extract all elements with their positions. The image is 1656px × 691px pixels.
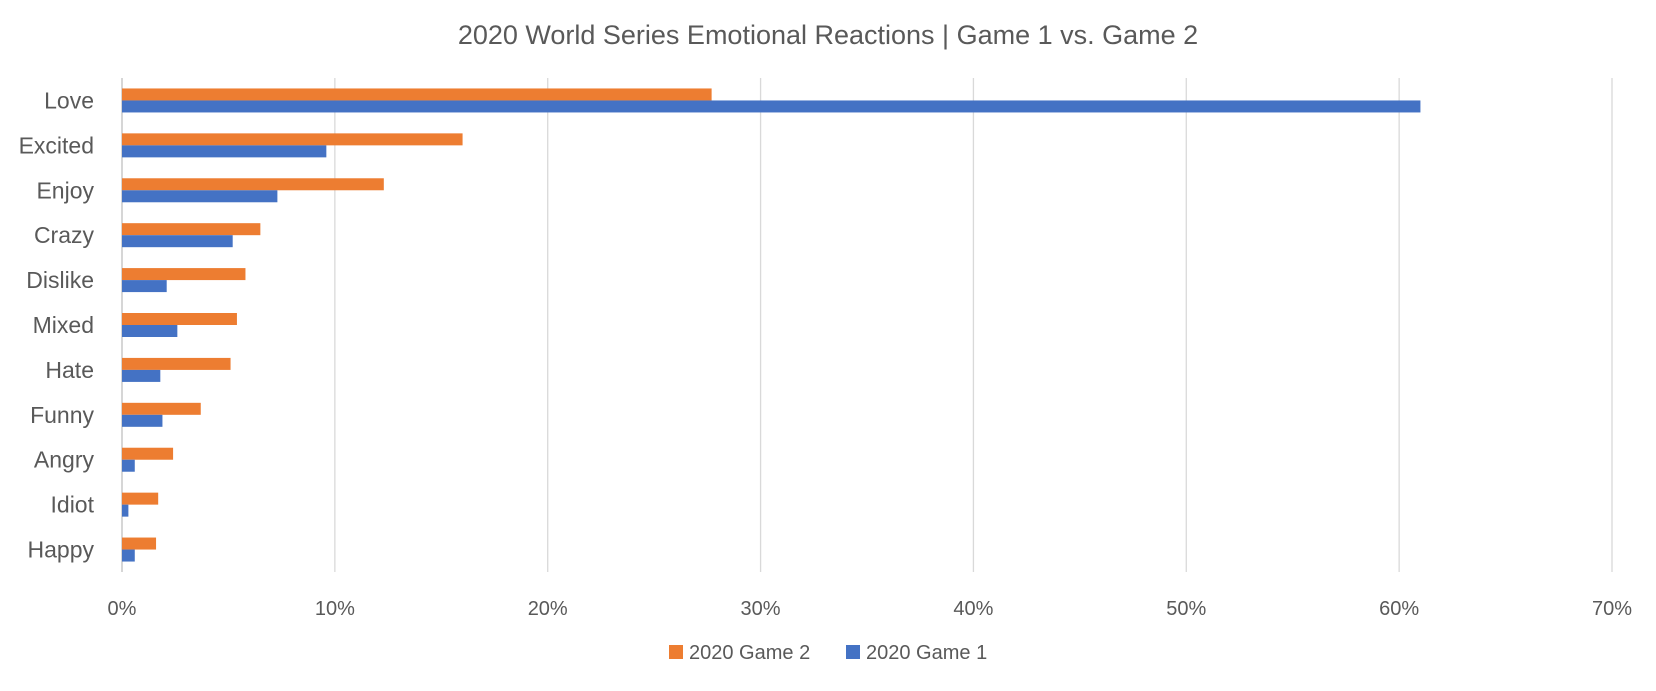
category-labels: Love Excited Enjoy Crazy Dislike Mixed Hate Fun… bbox=[19, 87, 95, 562]
bar-2020-game-1-hate bbox=[122, 369, 161, 382]
legend: 2020 Game 2 2020 Game 1 bbox=[669, 642, 987, 664]
x-tick-label: 70% bbox=[1592, 598, 1632, 620]
bar-2020-game-2-mixed bbox=[122, 313, 237, 325]
bar-2020-game-2-angry bbox=[122, 447, 174, 460]
bar-2020-game-2-excited bbox=[122, 133, 463, 146]
legend-swatch bbox=[846, 645, 860, 659]
category-label: Crazy bbox=[34, 222, 95, 248]
bar-2020-game-1-happy bbox=[122, 549, 135, 562]
x-tick-label: 40% bbox=[953, 598, 993, 620]
x-tick-label: 20% bbox=[528, 598, 568, 620]
legend-label: 2020 Game 2 bbox=[689, 642, 810, 664]
bar-2020-game-1-angry bbox=[122, 459, 135, 472]
bar-2020-game-1-love bbox=[122, 100, 1421, 113]
bar-2020-game-2-dislike bbox=[122, 268, 246, 281]
bar-2020-game-1-enjoy bbox=[122, 190, 278, 203]
bar-2020-game-2-funny bbox=[122, 402, 201, 415]
legend-swatch bbox=[669, 645, 683, 659]
x-tick-label: 10% bbox=[315, 598, 355, 620]
x-tick-labels: 0% 10% 20% 30% 40% 50% 60% 70% bbox=[108, 598, 1633, 620]
category-label: Mixed bbox=[33, 312, 94, 338]
gridlines bbox=[121, 78, 1613, 572]
chart-title: 2020 World Series Emotional Reactions | … bbox=[458, 20, 1198, 50]
category-label: Excited bbox=[19, 132, 94, 158]
category-label: Hate bbox=[45, 357, 94, 383]
category-label: Enjoy bbox=[36, 177, 94, 203]
bar-2020-game-2-happy bbox=[122, 537, 157, 550]
category-label: Love bbox=[44, 87, 94, 113]
bar-2020-game-1-excited bbox=[122, 145, 327, 158]
x-tick-label: 50% bbox=[1166, 598, 1206, 620]
bar-2020-game-2-love bbox=[122, 88, 712, 101]
x-tick-label: 30% bbox=[741, 598, 781, 620]
category-label: Idiot bbox=[51, 492, 95, 518]
x-tick-label: 60% bbox=[1379, 598, 1419, 620]
bar-2020-game-2-hate bbox=[122, 357, 231, 370]
bar-2020-game-2-idiot bbox=[122, 492, 159, 505]
bar-2020-game-1-funny bbox=[122, 414, 163, 427]
bars bbox=[122, 88, 1421, 562]
category-label: Happy bbox=[28, 537, 95, 563]
bar-2020-game-1-crazy bbox=[122, 235, 233, 248]
x-tick-label: 0% bbox=[108, 598, 137, 620]
category-label: Angry bbox=[34, 447, 95, 473]
bar-2020-game-2-enjoy bbox=[122, 178, 384, 191]
legend-label: 2020 Game 1 bbox=[866, 642, 987, 664]
category-label: Dislike bbox=[26, 267, 94, 293]
category-label: Funny bbox=[30, 402, 94, 428]
bar-2020-game-1-mixed bbox=[122, 325, 178, 337]
bar-2020-game-1-dislike bbox=[122, 280, 167, 293]
bar-2020-game-2-crazy bbox=[122, 223, 261, 236]
bar-2020-game-1-idiot bbox=[122, 504, 129, 517]
